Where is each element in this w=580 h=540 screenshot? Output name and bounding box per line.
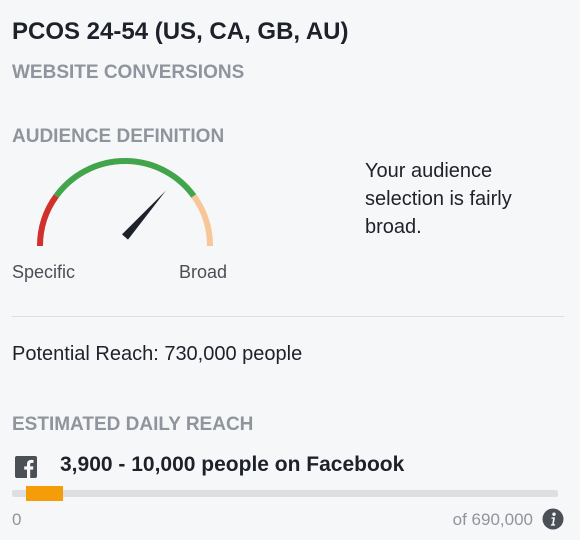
audience-description: Your audience selection is fairly broad. [365, 160, 512, 238]
reach-range-bar [26, 486, 64, 501]
gauge-label-specific: Specific [12, 262, 76, 282]
daily-reach-heading: ESTIMATED DAILY REACH [12, 414, 254, 435]
gauge-arc-broad [191, 194, 213, 247]
audience-title: PCOS 24-54 (US, CA, GB, AU) [12, 18, 349, 45]
audience-definition-heading: AUDIENCE DEFINITION [12, 126, 225, 147]
reach-track [12, 490, 558, 497]
gauge-needle [122, 190, 166, 240]
gauge-label-broad: Broad [179, 262, 228, 282]
facebook-icon [15, 456, 37, 478]
section-divider [12, 316, 564, 317]
potential-reach: Potential Reach: 730,000 people [12, 343, 303, 365]
audience-gauge [37, 158, 213, 247]
gauge-arc-specific [37, 194, 59, 247]
gauge-arc-defined [53, 158, 197, 198]
reach-axis-max: of 690,000 [452, 510, 533, 529]
reach-axis-min: 0 [12, 510, 22, 529]
objective-subtitle: WEBSITE CONVERSIONS [12, 62, 245, 83]
info-icon[interactable] [542, 508, 564, 530]
daily-reach-range: 3,900 - 10,000 people on Facebook [60, 453, 405, 476]
